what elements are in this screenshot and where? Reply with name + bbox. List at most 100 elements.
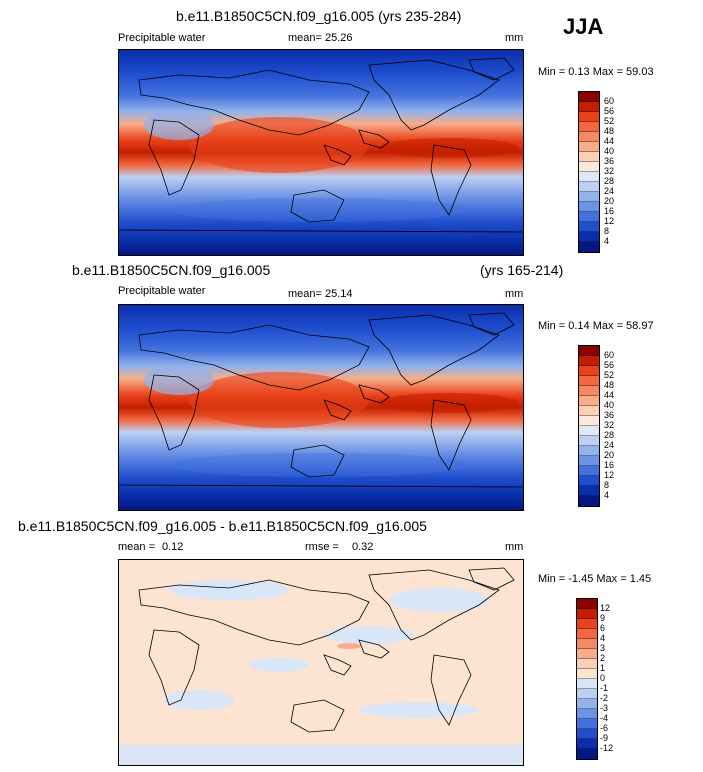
panel-middle-colorbar-labels: 60 56 52 48 44 40 36 32 28 24 20 16 12 8 4 [604, 345, 634, 505]
colorbar-label: 60 [604, 96, 615, 106]
colorbar-box [579, 496, 599, 506]
colorbar-label: 16 [604, 206, 615, 216]
colorbar-box [579, 376, 599, 386]
panel-bottom-units: mm [505, 541, 524, 553]
panel-middle-colorbar [578, 345, 600, 507]
colorbar-box [577, 669, 597, 679]
colorbar-label: 56 [604, 106, 615, 116]
colorbar-box [577, 619, 597, 629]
panel-top-colorbar [578, 91, 600, 253]
colorbar-box [579, 162, 599, 172]
panel-top-mean-label: mean= [288, 32, 322, 44]
colorbar-box [579, 192, 599, 202]
colorbar-box [579, 346, 599, 356]
colorbar-label: 44 [604, 136, 615, 146]
colorbar-label: 16 [604, 460, 615, 470]
panel-top-map [118, 49, 524, 256]
panel-bottom-rmse-value: 0.32 [352, 541, 374, 553]
colorbar-box [579, 122, 599, 132]
colorbar-label: 60 [604, 350, 615, 360]
colorbar-box [577, 639, 597, 649]
panel-middle-units: mm [505, 288, 524, 300]
colorbar-box [579, 436, 599, 446]
colorbar-label: 48 [604, 126, 615, 136]
colorbar-box [579, 426, 599, 436]
colorbar-label: 28 [604, 176, 615, 186]
colorbar-box [577, 609, 597, 619]
colorbar-box [579, 486, 599, 496]
colorbar-label: 32 [604, 420, 615, 430]
colorbar-box [579, 202, 599, 212]
colorbar-box [577, 749, 597, 759]
panel-middle-variable: Precipitable water [118, 285, 206, 297]
panel-top-minmax: Min = 0.13 Max = 59.03 [538, 66, 654, 78]
colorbar-box [579, 366, 599, 376]
colorbar-label: 6 [600, 623, 606, 633]
panel-middle-map [118, 304, 524, 511]
colorbar-label: 4 [600, 633, 606, 643]
colorbar-label: 36 [604, 410, 615, 420]
panel-bottom-rmse-label: rmse = [305, 541, 339, 553]
colorbar-label: 44 [604, 390, 615, 400]
colorbar-label: 12 [604, 470, 615, 480]
colorbar-label: -3 [600, 703, 609, 713]
colorbar-label: 28 [604, 430, 615, 440]
colorbar-label: -12 [600, 743, 614, 753]
colorbar-label: 40 [604, 146, 615, 156]
panel-top-units: mm [505, 32, 524, 44]
colorbar-label: 52 [604, 116, 615, 126]
colorbar-label: -6 [600, 723, 609, 733]
colorbar-label: -9 [600, 733, 609, 743]
panel-bottom-minmax: Min = -1.45 Max = 1.45 [538, 573, 652, 585]
colorbar-box [579, 466, 599, 476]
colorbar-box [579, 212, 599, 222]
colorbar-label: 32 [604, 166, 615, 176]
colorbar-box [579, 406, 599, 416]
panel-top-colorbar-labels: 60 56 52 48 44 40 36 32 28 24 20 16 12 8 4 [604, 91, 634, 251]
colorbar-label: 4 [604, 490, 610, 500]
colorbar-box [579, 242, 599, 252]
panel-middle-years: (yrs 165-214) [480, 262, 564, 278]
colorbar-label: 56 [604, 360, 615, 370]
colorbar-label: 8 [604, 480, 610, 490]
panel-middle-title: b.e11.B1850C5CN.f09_g16.005 [72, 262, 271, 278]
colorbar-label: 20 [604, 196, 615, 206]
panel-bottom-title: b.e11.B1850C5CN.f09_g16.005 - b.e11.B185… [18, 518, 427, 534]
colorbar-label: 52 [604, 370, 615, 380]
colorbar-box [579, 182, 599, 192]
colorbar-label: -4 [600, 713, 609, 723]
colorbar-box [579, 416, 599, 426]
colorbar-box [579, 102, 599, 112]
panel-bottom-mean-label: mean = [118, 541, 155, 553]
colorbar-box [579, 396, 599, 406]
colorbar-label: 0 [600, 673, 606, 683]
colorbar-box [577, 629, 597, 639]
colorbar-label: 9 [600, 613, 606, 623]
colorbar-label: 40 [604, 400, 615, 410]
colorbar-box [579, 356, 599, 366]
colorbar-box [579, 446, 599, 456]
colorbar-label: 20 [604, 450, 615, 460]
colorbar-box [577, 659, 597, 669]
colorbar-label: 12 [604, 216, 615, 226]
colorbar-label: 36 [604, 156, 615, 166]
colorbar-box [579, 112, 599, 122]
colorbar-box [579, 172, 599, 182]
colorbar-box [577, 699, 597, 709]
colorbar-label: 24 [604, 440, 615, 450]
colorbar-label: 2 [600, 653, 606, 663]
colorbar-box [577, 649, 597, 659]
colorbar-box [577, 709, 597, 719]
colorbar-box [577, 679, 597, 689]
colorbar-box [579, 476, 599, 486]
panel-top-title: b.e11.B1850C5CN.f09_g16.005 (yrs 235-284… [176, 8, 462, 24]
colorbar-box [577, 729, 597, 739]
colorbar-label: -1 [600, 683, 609, 693]
panel-bottom-colorbar [576, 598, 598, 760]
panel-top-variable: Precipitable water [118, 32, 206, 44]
panel-middle-minmax: Min = 0.14 Max = 58.97 [538, 320, 654, 332]
colorbar-box [579, 152, 599, 162]
season-label: JJA [563, 14, 604, 39]
colorbar-label: 12 [600, 603, 611, 613]
colorbar-box [579, 142, 599, 152]
